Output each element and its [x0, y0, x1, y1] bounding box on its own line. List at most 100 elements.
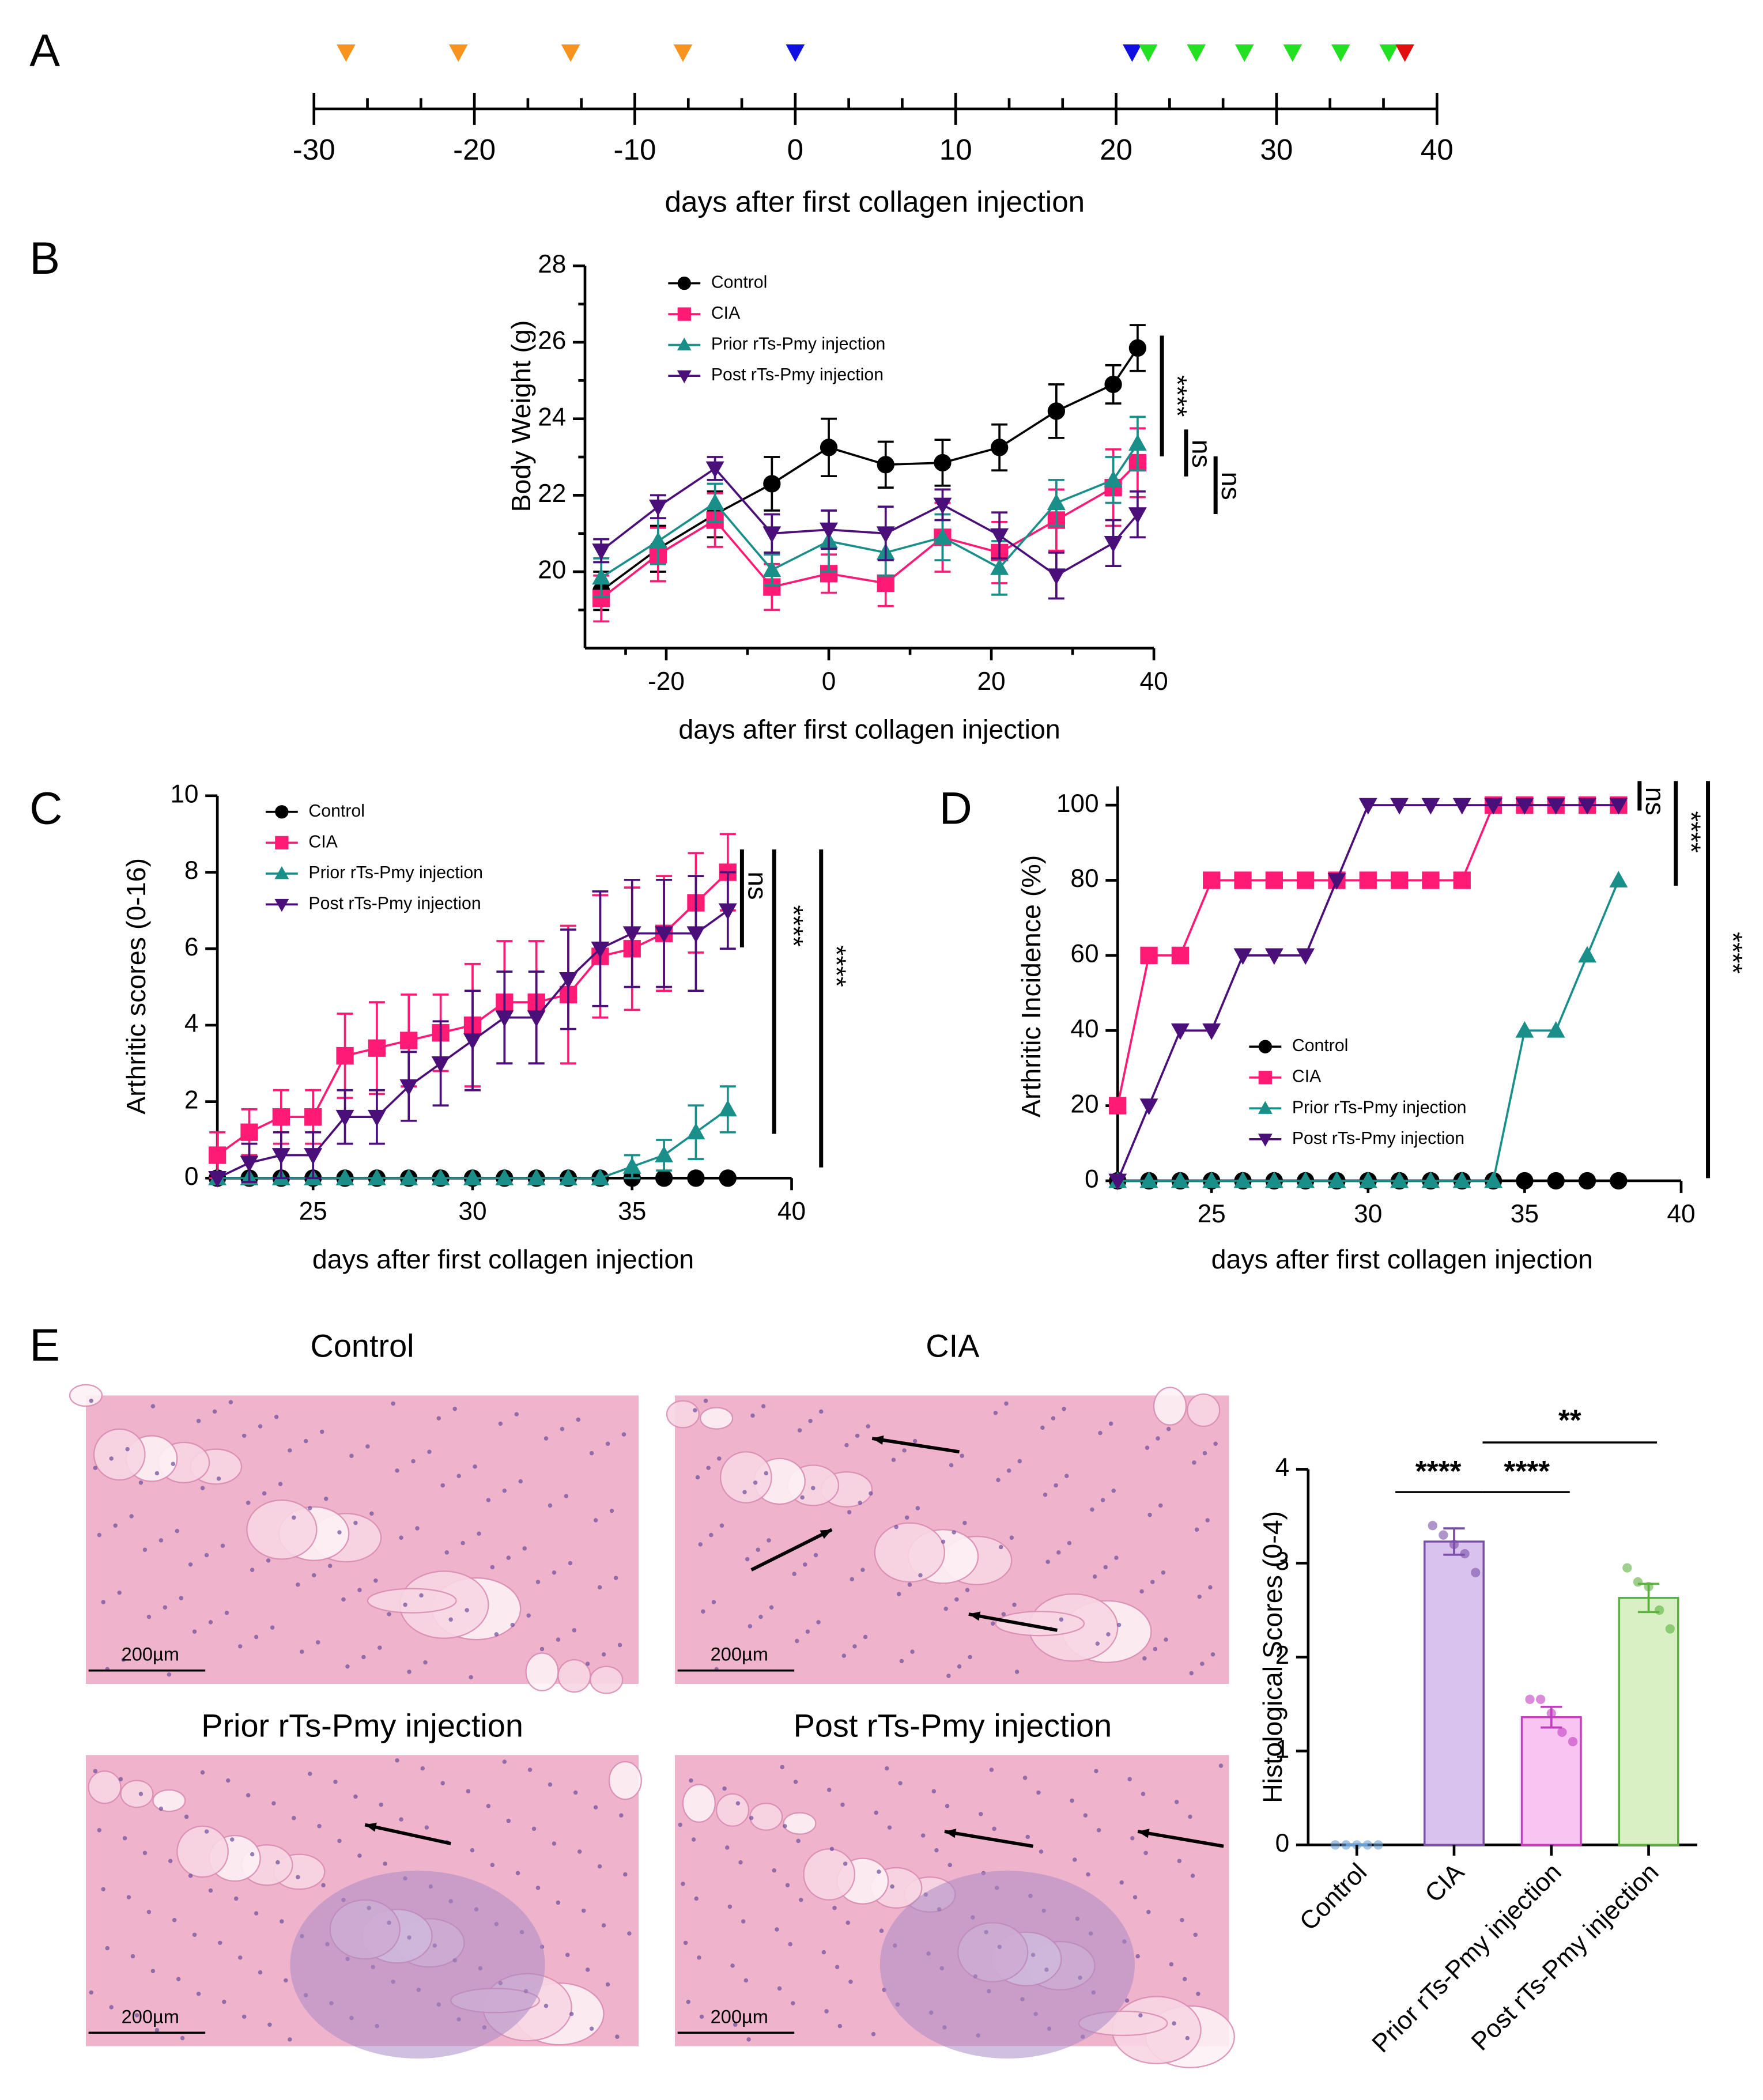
cell-nucleus — [411, 1459, 416, 1464]
data-point — [1453, 871, 1471, 889]
cell-nucleus — [758, 1614, 763, 1619]
data-point — [1525, 1694, 1535, 1704]
y-tick-label: 0 — [1085, 1165, 1099, 1193]
data-point — [991, 439, 1009, 456]
data-point — [335, 1109, 354, 1127]
event-marker — [1283, 44, 1303, 62]
cell-nucleus — [556, 1637, 561, 1642]
cell-nucleus — [697, 1955, 701, 1960]
cell-nucleus — [699, 2014, 704, 2019]
data-point — [877, 574, 894, 592]
cell-nucleus — [746, 2037, 751, 2042]
tissue-texture — [719, 1451, 772, 1504]
data-point — [1471, 1568, 1481, 1577]
cell-nucleus — [858, 1500, 862, 1505]
cell-nucleus — [280, 1919, 284, 1924]
tissue-texture — [666, 1400, 700, 1429]
cell-nucleus — [440, 1781, 445, 1785]
cell-nucleus — [777, 1986, 782, 1991]
data-point — [1421, 798, 1440, 815]
cell-nucleus — [832, 1906, 837, 1910]
cell-nucleus — [780, 1765, 784, 1770]
cell-nucleus — [1124, 1998, 1130, 2003]
cell-nucleus — [262, 1491, 267, 1496]
tissue-texture — [995, 1611, 1085, 1637]
cell-nucleus — [601, 1923, 606, 1928]
data-point — [1609, 798, 1628, 815]
data-point — [1484, 798, 1503, 815]
significance-label: ns — [1216, 471, 1246, 500]
cell-nucleus — [353, 1520, 358, 1525]
data-point — [592, 543, 611, 560]
cell-nucleus — [1092, 1574, 1097, 1579]
cell-nucleus — [1189, 1671, 1194, 1676]
data-point — [1047, 493, 1066, 510]
cell-nucleus — [1130, 1835, 1135, 1841]
cell-nucleus — [188, 1874, 193, 1878]
cell-nucleus — [698, 1542, 703, 1547]
cell-nucleus — [711, 1600, 716, 1604]
data-point — [1297, 871, 1315, 889]
data-point — [1233, 1171, 1252, 1188]
cell-nucleus — [693, 1408, 697, 1412]
cell-nucleus — [448, 1617, 453, 1622]
data-point — [527, 1168, 546, 1185]
cell-nucleus — [535, 1580, 541, 1584]
cell-nucleus — [109, 2005, 114, 2010]
cell-nucleus — [788, 1942, 792, 1947]
data-point — [1578, 946, 1596, 963]
data-point — [1449, 1539, 1459, 1550]
arrow — [944, 1830, 1034, 1848]
cell-nucleus — [1116, 1622, 1122, 1627]
cell-nucleus — [138, 1792, 144, 1796]
cell-nucleus — [701, 1609, 705, 1614]
cell-nucleus — [564, 1494, 569, 1498]
cell-nucleus — [1022, 1776, 1028, 1780]
data-point — [1128, 434, 1147, 451]
y-tick-label: 0 — [184, 1162, 199, 1191]
cell-nucleus — [109, 1456, 114, 1461]
cell-nucleus — [899, 1659, 904, 1664]
cell-nucleus — [323, 1496, 329, 1501]
significance-label: ns — [1640, 787, 1670, 815]
cell-nucleus — [300, 1649, 304, 1654]
cell-nucleus — [267, 2022, 272, 2027]
cell-nucleus — [506, 1818, 511, 1823]
cell-nucleus — [1158, 1503, 1163, 1508]
cell-nucleus — [427, 1449, 432, 1454]
cell-nucleus — [1145, 1445, 1150, 1450]
legend-label: Control — [711, 273, 768, 292]
cell-nucleus — [821, 1950, 826, 1955]
cell-nucleus — [275, 1860, 280, 1865]
arrow — [750, 1528, 833, 1572]
cell-nucleus — [1139, 1589, 1144, 1594]
cell-nucleus — [990, 1621, 995, 1626]
tissue-texture — [367, 1588, 457, 1614]
cell-nucleus — [220, 1543, 225, 1548]
cell-nucleus — [819, 1409, 824, 1414]
data-point — [591, 941, 610, 958]
x-tick-label: -20 — [648, 667, 685, 696]
x-tick-label: 40 — [1421, 133, 1454, 166]
cell-nucleus — [613, 1576, 618, 1580]
data-point — [304, 1148, 323, 1165]
cell-nucleus — [134, 2013, 139, 2018]
tissue-texture — [749, 1803, 783, 1831]
data-point — [1358, 798, 1377, 815]
cell-nucleus — [742, 1490, 747, 1494]
cell-nucleus — [952, 1530, 956, 1535]
cell-nucleus — [910, 1649, 915, 1654]
cell-nucleus — [548, 1503, 553, 1508]
cell-nucleus — [230, 1837, 235, 1842]
cell-nucleus — [1200, 1661, 1205, 1666]
cell-nucleus — [962, 1520, 967, 1525]
y-tick-label: 0 — [1275, 1829, 1290, 1857]
cell-nucleus — [1193, 1932, 1198, 1937]
cell-nucleus — [795, 1638, 799, 1644]
data-point — [705, 493, 724, 510]
data-point — [1128, 339, 1147, 357]
cell-nucleus — [791, 2001, 795, 2005]
cell-nucleus — [829, 1846, 835, 1852]
cell-nucleus — [627, 1931, 632, 1936]
cell-nucleus — [377, 1645, 382, 1650]
